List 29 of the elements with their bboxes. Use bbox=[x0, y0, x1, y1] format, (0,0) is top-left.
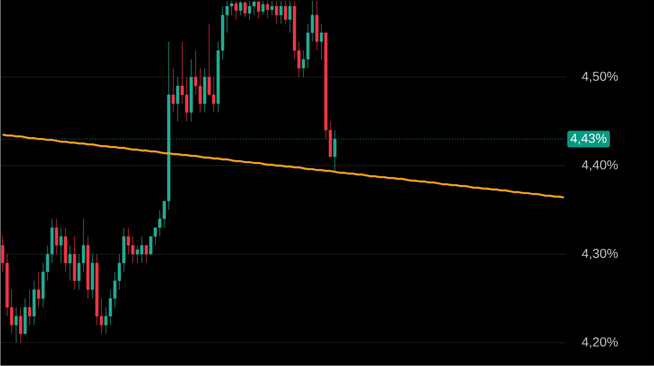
candlestick bbox=[279, 0, 283, 24]
candlestick bbox=[288, 0, 292, 34]
candlestick bbox=[234, 0, 238, 20]
candlestick bbox=[261, 0, 265, 16]
candlestick bbox=[144, 245, 148, 264]
y-tick-label: 4,50% bbox=[582, 72, 618, 82]
candlestick bbox=[270, 0, 274, 16]
candlestick bbox=[238, 0, 242, 16]
candlestick bbox=[68, 245, 72, 282]
candlestick bbox=[252, 0, 256, 16]
ref-line-label: 4,43% bbox=[570, 134, 606, 144]
candlestick bbox=[274, 0, 278, 24]
candlestick bbox=[243, 0, 247, 18]
candlestick bbox=[176, 76, 180, 122]
candlestick bbox=[14, 307, 18, 344]
candlestick bbox=[333, 130, 336, 172]
candlestick bbox=[19, 307, 22, 344]
candlestick bbox=[172, 68, 175, 113]
candlestick bbox=[28, 289, 32, 326]
candlestick bbox=[54, 218, 58, 255]
y-tick-label: 4,40% bbox=[582, 160, 618, 172]
candlestick bbox=[256, 0, 260, 20]
candlestick bbox=[59, 227, 63, 264]
candlestick bbox=[266, 0, 270, 18]
y-tick-label: 4,30% bbox=[582, 248, 618, 260]
candlestick bbox=[320, 24, 323, 60]
candlestick bbox=[284, 0, 288, 24]
candlestick bbox=[36, 272, 40, 308]
y-tick-label: 4,20% bbox=[582, 338, 618, 348]
